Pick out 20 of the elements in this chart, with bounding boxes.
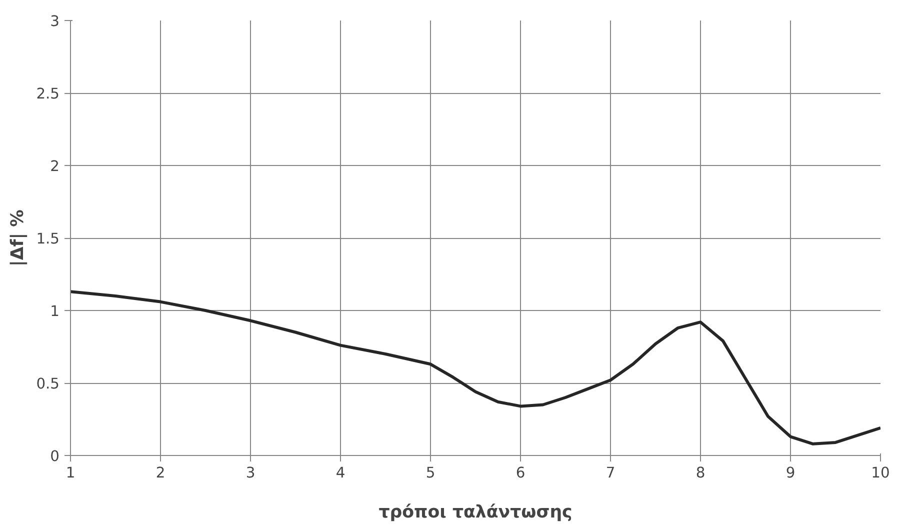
y-tick-label: 0 [50,448,60,465]
x-tick-label: 2 [156,464,166,482]
x-tick-label: 1 [66,464,76,482]
x-tick-label: 3 [246,464,256,482]
x-axis-title: τρόποι ταλάντωσης [378,502,572,522]
y-tick-label: 1 [50,303,60,320]
y-tick-label: 0.5 [36,376,60,392]
y-tick-label: 2 [50,158,60,175]
y-tick-label: 2.5 [36,86,60,102]
x-tick-label: 4 [336,464,346,482]
y-tick-label: 1.5 [36,230,60,248]
line-series [70,290,880,446]
y-axis-title: |Δf| % [8,209,28,266]
x-tick-label: 10 [871,464,890,482]
x-tick-label: 7 [606,464,616,482]
x-tick-label: 5 [426,464,436,482]
x-tick-label: 9 [786,464,796,482]
y-tick-label: 3 [50,13,60,30]
x-tick-label: 6 [516,464,526,482]
x-tick-label: 8 [696,464,706,482]
